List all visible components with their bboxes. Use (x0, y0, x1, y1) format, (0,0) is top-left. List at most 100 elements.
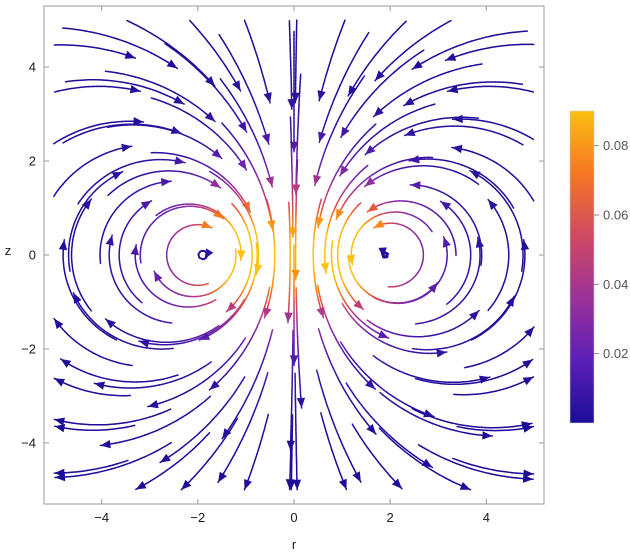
stream-arrowhead (237, 159, 247, 170)
stream-arrowhead (336, 208, 344, 220)
stream-arrowhead (412, 60, 423, 70)
stream-arrowhead (138, 339, 150, 348)
stream-arrowhead (296, 397, 306, 408)
stream-arrowhead (291, 184, 301, 195)
colorbar-tick-label: 0.06 (603, 208, 628, 223)
stream-arrowhead (160, 453, 171, 463)
stream-arrowhead (133, 117, 144, 126)
stream-arrowhead (338, 478, 347, 490)
stream-arrowhead (174, 156, 186, 165)
stream-arrowhead (265, 176, 274, 187)
stream-arrowhead (421, 458, 433, 468)
stream-arrowhead (436, 349, 447, 358)
stream-arrowhead (524, 326, 534, 338)
stream-arrowhead (523, 469, 534, 478)
stream-arrowhead (54, 417, 65, 426)
stream-arrowhead (81, 199, 92, 210)
stream-arrowhead (60, 358, 72, 368)
stream-arrowhead (353, 299, 364, 310)
stream-arrowhead (213, 209, 224, 219)
stream-arrowhead (288, 227, 298, 238)
stream-arrowhead (428, 282, 438, 293)
stream-arrowhead (470, 170, 481, 180)
stream-arrowhead (237, 250, 246, 261)
stream-arrowhead (364, 177, 376, 187)
x-tick-label: 4 (483, 510, 490, 525)
stream-arrowhead (377, 330, 389, 339)
stream-arrowhead (365, 379, 376, 390)
stream-arrowhead (378, 247, 387, 258)
colorbar-tick-label: 0.02 (603, 346, 628, 361)
stream-arrowhead (94, 381, 105, 390)
stream-arrowhead (522, 424, 534, 433)
colorbar: 0.02 0.04 0.06 0.08 (569, 110, 628, 424)
x-tick-label: −4 (94, 510, 109, 525)
x-tick-label: 0 (290, 510, 297, 525)
stream-arrowhead (286, 440, 295, 451)
stream-arrowhead (58, 239, 68, 251)
stream-arrowhead (340, 126, 350, 138)
stream-arrowhead (313, 174, 322, 186)
stream-arrowhead (135, 481, 147, 490)
stream-arrowhead (440, 201, 452, 211)
stream-arrowhead (140, 200, 152, 210)
stream-arrowhead (375, 70, 385, 81)
stream-arrowhead (210, 178, 221, 188)
stream-arrowhead (284, 312, 293, 323)
stream-arrowhead (459, 482, 471, 490)
stream-arrowhead (199, 332, 211, 340)
stream-arrowhead (410, 181, 421, 190)
stream-arrowhead (373, 106, 384, 117)
stream-arrowhead (346, 254, 355, 265)
stream-arrowhead (211, 148, 222, 159)
stream-arrowhead (204, 248, 214, 260)
stream-arrowhead (111, 171, 123, 180)
stream-arrowhead (244, 479, 252, 490)
stream-arrowhead (316, 307, 325, 318)
colorbar-gradient (569, 110, 595, 424)
stream-arrowhead (261, 133, 270, 145)
colorbar-tick-label: 0.04 (603, 277, 628, 292)
stream-arrowhead (254, 263, 263, 275)
stream-arrowhead (209, 380, 220, 390)
stream-arrowhead (238, 121, 247, 133)
stream-arrowhead (55, 472, 66, 482)
axes: −4 −2 0 2 4 −4 −2 0 2 4 (21, 6, 544, 525)
y-tick-label: 0 (29, 248, 36, 263)
stream-arrowhead (452, 114, 463, 124)
colorbar-tick-label: 0.08 (603, 138, 628, 153)
stream-arrowhead (352, 471, 361, 483)
stream-arrowhead (173, 95, 185, 105)
y-axis-label: z (5, 243, 12, 258)
stream-arrowhead (218, 471, 227, 483)
stream-arrowhead (404, 128, 416, 136)
stream-arrowhead (263, 307, 272, 318)
stream-arrowhead (181, 479, 192, 490)
x-tick-label: −2 (190, 510, 205, 525)
stream-arrowhead (287, 99, 296, 110)
y-tick-label: 2 (29, 154, 36, 169)
stream-arrowhead (170, 126, 182, 134)
stream-arrowhead (100, 440, 111, 449)
stream-arrowhead (232, 80, 241, 91)
stream-arrowhead (445, 52, 457, 61)
stream-arrowhead (287, 479, 296, 490)
stream-arrowhead (54, 378, 66, 387)
stream-arrowhead (522, 376, 534, 386)
stream-arrowhead (442, 236, 451, 248)
stream-arrowhead (315, 217, 324, 228)
stream-arrowhead (263, 92, 272, 103)
stream-arrowhead (291, 92, 300, 103)
y-tick-label: 4 (29, 60, 36, 75)
y-tick-label: −4 (21, 435, 36, 450)
stream-arrowhead (373, 219, 385, 228)
stream-arrowhead (403, 97, 415, 106)
stream-arrowhead (124, 50, 136, 59)
stream-arrowhead (317, 90, 326, 101)
stream-arrowhead (154, 271, 163, 282)
stream-arrowhead (469, 310, 480, 321)
stream-arrowhead (130, 244, 139, 256)
stream-arrowhead (451, 144, 463, 154)
stream-arrowhead (222, 428, 232, 439)
